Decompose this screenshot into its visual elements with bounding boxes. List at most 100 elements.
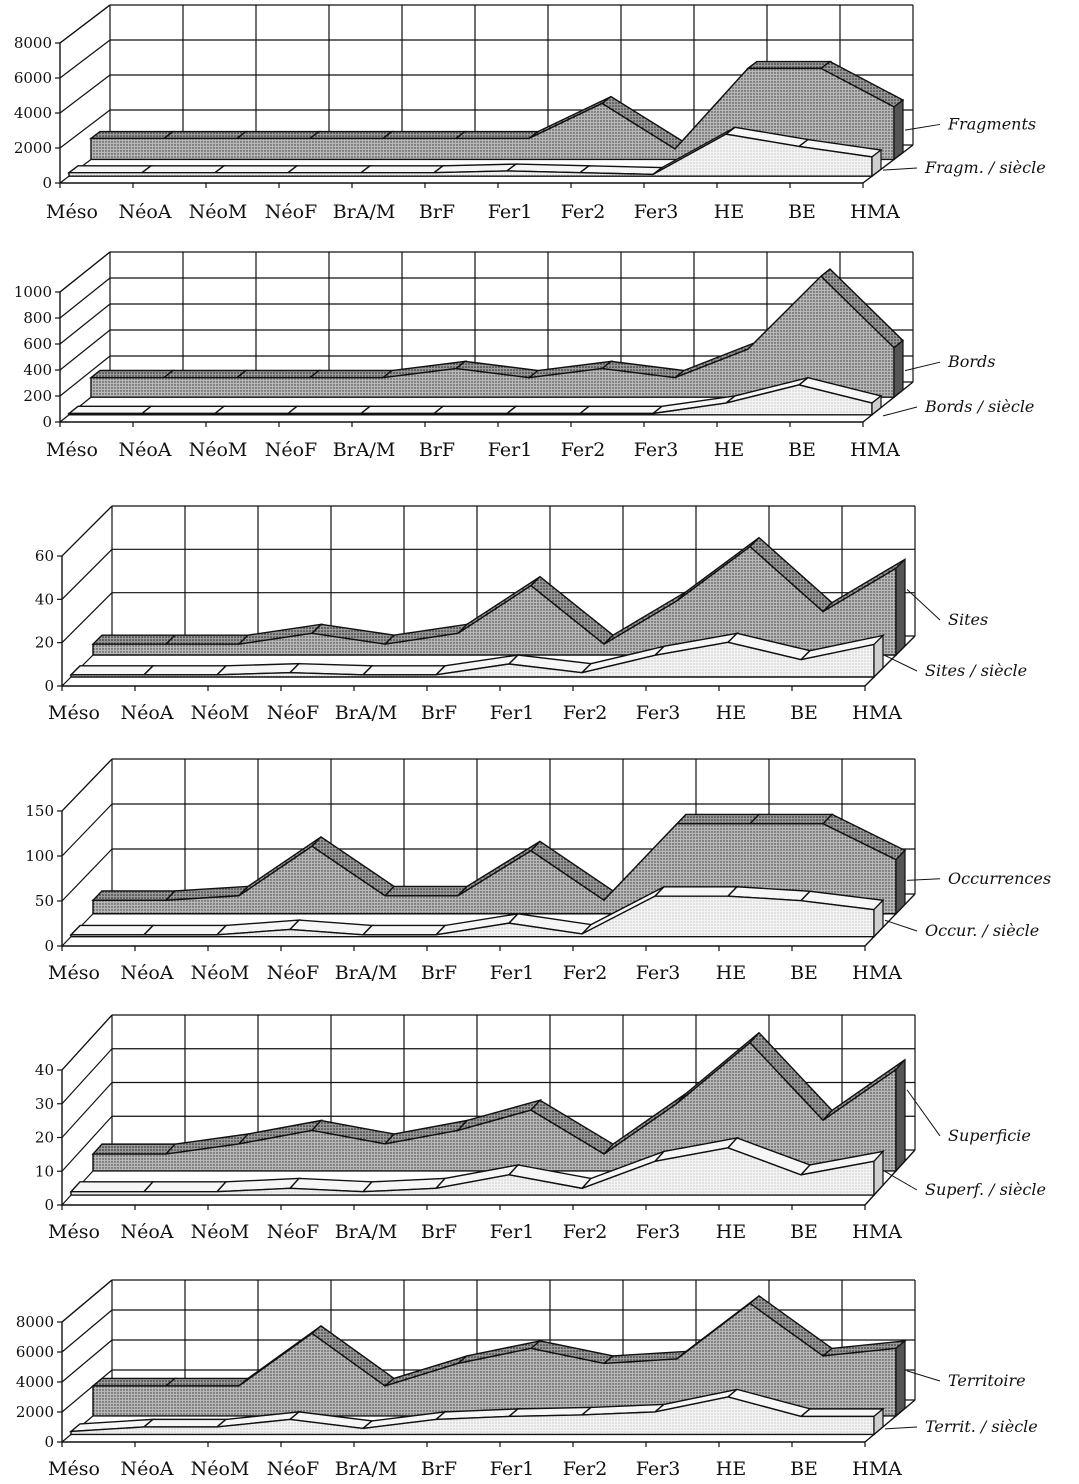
ribbon-top-segment bbox=[142, 665, 228, 676]
ribbon-top-segment bbox=[234, 130, 322, 140]
x-category-label: Fer3 bbox=[636, 1221, 681, 1243]
ribbon-top-segment bbox=[358, 165, 446, 174]
chart-6: Territoire Territ. / siècle 0 2000 4000 6000 8… bbox=[16, 1279, 1038, 1480]
legend-label: Sites / siècle bbox=[925, 661, 1027, 680]
ribbon-top-segment bbox=[69, 924, 155, 936]
y-tick-label: 10 bbox=[35, 1162, 54, 1180]
ribbon-top-segment bbox=[285, 165, 373, 174]
ribbon-top-segment bbox=[653, 886, 739, 897]
legend-label: Territoire bbox=[948, 1371, 1026, 1390]
chart-4: Occurrences Occur. / siècle 0 50 100 150 Méso N… bbox=[25, 758, 1051, 984]
y-tick-label: 600 bbox=[23, 335, 52, 353]
x-category-label: BE bbox=[790, 1458, 818, 1480]
x-category-label: HMA bbox=[850, 201, 900, 223]
area-face bbox=[70, 1147, 875, 1196]
area-end-cap bbox=[895, 1339, 906, 1418]
x-category-label: HMA bbox=[852, 702, 902, 724]
y-tick-label: 20 bbox=[35, 1129, 54, 1147]
x-category-label: Fer1 bbox=[488, 439, 533, 461]
series-front-occur-si-cle: Occur. / siècle bbox=[69, 886, 1039, 940]
ribbon-top-segment bbox=[745, 60, 833, 70]
x-category-label: BE bbox=[790, 1221, 818, 1243]
ribbon-top-segment bbox=[164, 634, 250, 645]
y-tick-label: 60 bbox=[35, 547, 54, 565]
ribbon-top-segment bbox=[142, 924, 228, 936]
x-category-label: NéoM bbox=[191, 702, 250, 724]
y-tick-label: 400 bbox=[23, 361, 52, 379]
y-tick-label: 1000 bbox=[14, 283, 52, 301]
x-category-label: Fer2 bbox=[561, 439, 606, 461]
x-category-label: NéoA bbox=[118, 439, 171, 461]
ribbon-top-segment bbox=[578, 405, 664, 415]
x-category-label: HMA bbox=[852, 1458, 902, 1480]
x-category-label: Fer1 bbox=[488, 201, 533, 223]
x-category-label: Méso bbox=[48, 702, 100, 724]
ribbon-top-segment bbox=[380, 130, 468, 140]
x-category-label: BrA/M bbox=[333, 201, 396, 223]
x-category-label: HE bbox=[714, 439, 744, 461]
legend-label: Occur. / siècle bbox=[925, 921, 1039, 940]
legend-label: Sites bbox=[948, 610, 988, 629]
area-face bbox=[92, 545, 897, 656]
ribbon-top-segment bbox=[142, 1418, 228, 1428]
y-tick-label: 0 bbox=[44, 677, 54, 695]
x-category-label: Fer3 bbox=[636, 1458, 681, 1480]
series-back-fragments: Fragments bbox=[88, 60, 1036, 161]
x-category-label: HMA bbox=[852, 962, 902, 984]
y-tick-label: 800 bbox=[23, 309, 52, 327]
series-front-superf-si-cle: Superf. / siècle bbox=[69, 1136, 1046, 1199]
legend-label: Superficie bbox=[948, 1126, 1031, 1145]
legend-label: Bords bbox=[947, 352, 996, 371]
x-category-label: NéoM bbox=[191, 962, 250, 984]
ribbon-top-segment bbox=[235, 369, 321, 379]
y-tick-label: 0 bbox=[44, 1196, 54, 1214]
series-back-occurrences: Occurrences bbox=[91, 813, 1051, 916]
ribbon-top-segment bbox=[139, 165, 227, 174]
y-tick-label: 2000 bbox=[14, 139, 52, 157]
x-category-label: NéoM bbox=[189, 201, 248, 223]
ribbon-top-segment bbox=[675, 813, 761, 825]
ribbon-top-segment bbox=[286, 405, 372, 415]
y-tick-label: 40 bbox=[35, 590, 54, 608]
area-face bbox=[90, 275, 895, 398]
series-back-sites: Sites bbox=[91, 536, 988, 657]
chart-3: Sites Sites / siècle 0 20 40 60 Méso NéoA NéoM Né… bbox=[35, 505, 1027, 724]
x-category-label: NéoF bbox=[267, 1458, 320, 1480]
x-category-label: Fer3 bbox=[636, 702, 681, 724]
ribbon-top-segment bbox=[142, 1181, 228, 1193]
area-end-cap bbox=[895, 848, 906, 916]
ribbon-top-segment bbox=[308, 369, 394, 379]
x-category-label: Fer1 bbox=[490, 702, 535, 724]
ribbon-top-segment bbox=[307, 130, 395, 140]
chart-2: Bords Bords / siècle 0 200 400 600 800 1000 Méso… bbox=[14, 251, 1034, 461]
y-tick-label: 20 bbox=[35, 634, 54, 652]
series-front-fragm-si-cle: Fragm. / siècle bbox=[66, 126, 1046, 178]
ribbon-top-segment bbox=[748, 813, 834, 825]
series-front-sites-si-cle: Sites / siècle bbox=[69, 632, 1027, 680]
y-tick-label: 8000 bbox=[14, 34, 52, 52]
y-tick-label: 8000 bbox=[16, 1313, 54, 1331]
x-category-label: Fer2 bbox=[563, 702, 608, 724]
x-category-label: NéoA bbox=[120, 702, 173, 724]
area-face bbox=[68, 133, 873, 177]
x-category-label: Fer2 bbox=[563, 962, 608, 984]
x-category-label: Méso bbox=[48, 1458, 100, 1480]
x-category-label: BE bbox=[790, 702, 818, 724]
series-front-territ-si-cle: Territ. / siècle bbox=[68, 1388, 1038, 1436]
legend-label: Territ. / siècle bbox=[925, 1417, 1038, 1436]
x-category-label: BrF bbox=[421, 1221, 457, 1243]
area-face bbox=[90, 67, 895, 161]
x-category-label: NéoF bbox=[267, 702, 320, 724]
x-category-label: NéoF bbox=[265, 439, 318, 461]
area-face bbox=[70, 895, 875, 938]
ribbon-top-segment bbox=[91, 634, 177, 645]
y-tick-label: 4000 bbox=[14, 104, 52, 122]
y-tick-label: 0 bbox=[42, 413, 52, 431]
ribbon-top-segment bbox=[361, 665, 447, 676]
x-category-label: NéoF bbox=[267, 962, 320, 984]
ribbon-top-segment bbox=[88, 130, 176, 140]
x-category-label: NéoM bbox=[191, 1458, 250, 1480]
y-tick-label: 6000 bbox=[14, 69, 52, 87]
area-face bbox=[92, 1041, 897, 1172]
